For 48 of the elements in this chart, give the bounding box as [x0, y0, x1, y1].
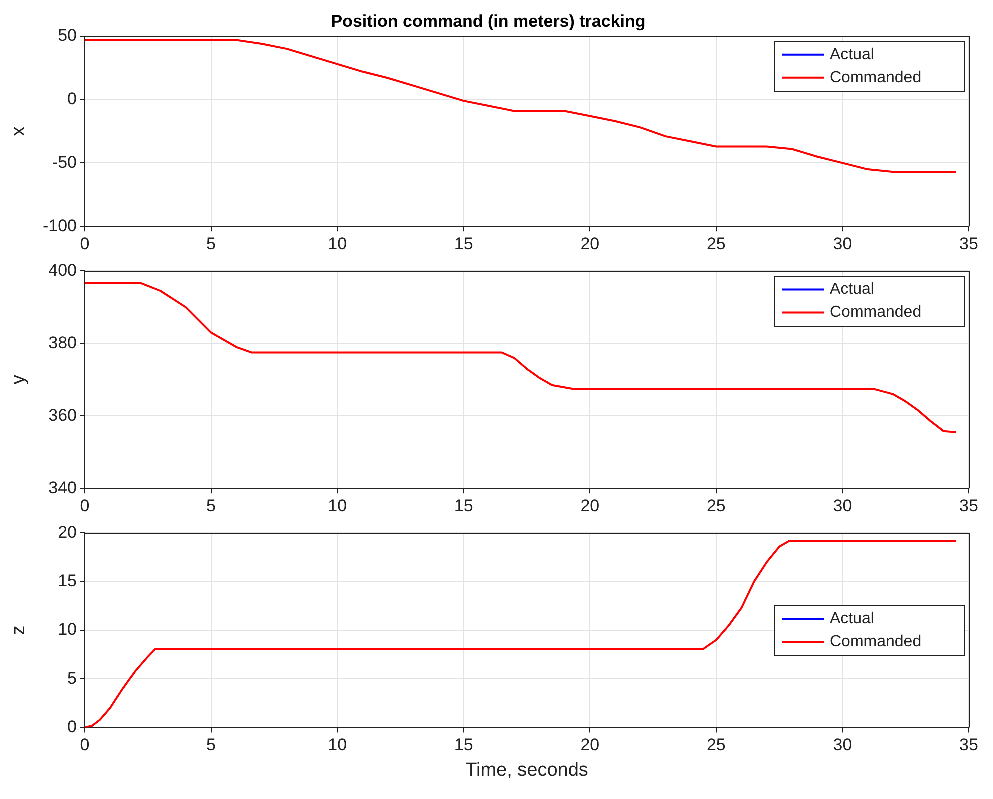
y-tick-label: 20: [58, 522, 77, 542]
x-tick-label: 0: [80, 234, 90, 254]
legend-label: Commanded: [830, 633, 922, 650]
x-tick-label: 20: [580, 736, 600, 755]
y-axis-title: x: [8, 126, 30, 136]
x-tick-label: 30: [833, 496, 852, 516]
chart-title: Position command (in meters) tracking: [331, 12, 646, 31]
y-tick-label: -50: [52, 152, 77, 172]
y-tick-label: 340: [48, 478, 77, 498]
y-tick-label: 380: [48, 333, 77, 352]
legend-label: Actual: [830, 46, 874, 64]
y-tick-label: -100: [42, 216, 77, 236]
x-tick-label: 25: [706, 736, 726, 755]
legend-label: Commanded: [830, 304, 922, 322]
x-tick-label: 20: [580, 496, 600, 516]
legend-label: Actual: [830, 281, 874, 298]
x-tick-label: 5: [206, 736, 216, 755]
x-tick-label: 30: [833, 736, 852, 755]
y-tick-label: 0: [68, 717, 77, 736]
x-tick-label: 5: [206, 496, 216, 516]
x-tick-label: 10: [328, 496, 348, 516]
x-tick-label: 20: [580, 234, 600, 254]
x-tick-label: 0: [80, 736, 90, 755]
x-tick-label: 0: [80, 496, 90, 516]
x-tick-label: 30: [833, 234, 852, 254]
x-tick-label: 15: [454, 736, 474, 755]
y-tick-label: 5: [68, 668, 77, 688]
y-tick-label: 15: [58, 572, 77, 591]
x-tick-label: 15: [454, 496, 474, 516]
y-tick-label: 400: [48, 260, 77, 280]
y-axis-title: z: [8, 626, 30, 636]
y-tick-label: 360: [48, 406, 77, 425]
y-tick-label: 10: [58, 620, 77, 640]
x-tick-label: 5: [206, 234, 216, 254]
x-tick-label: 35: [960, 496, 978, 516]
x-tick-label: 35: [960, 234, 978, 254]
y-tick-label: 50: [58, 26, 77, 46]
y-axis-title: y: [8, 374, 30, 385]
y-tick-label: 0: [68, 89, 77, 108]
x-tick-label: 25: [706, 234, 726, 254]
x-tick-label: 25: [706, 496, 726, 516]
x-tick-label: 10: [328, 234, 348, 254]
x-axis-title: Time, seconds: [466, 760, 588, 781]
x-tick-label: 15: [454, 234, 474, 254]
x-tick-label: 35: [960, 736, 978, 755]
x-tick-label: 10: [328, 736, 348, 755]
legend-label: Commanded: [830, 69, 922, 86]
legend-label: Actual: [830, 610, 874, 628]
